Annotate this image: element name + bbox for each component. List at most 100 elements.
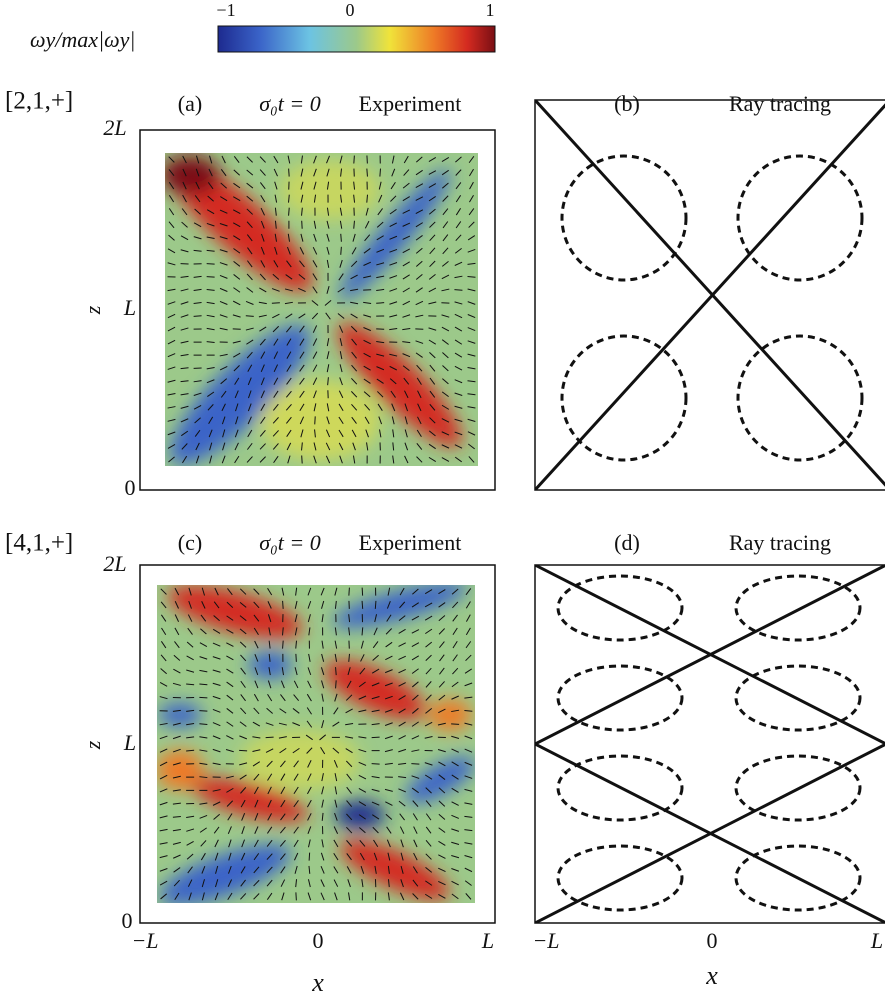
velocity-arrow — [285, 313, 293, 319]
velocity-arrow — [402, 261, 410, 267]
velocity-arrow — [364, 220, 370, 229]
velocity-arrow — [266, 760, 273, 768]
velocity-arrow — [180, 275, 189, 278]
velocity-arrow — [167, 444, 176, 449]
velocity-arrow — [274, 181, 278, 190]
velocity-arrow — [454, 456, 462, 463]
velocity-arrow — [378, 416, 383, 425]
velocity-arrow — [415, 260, 423, 267]
velocity-arrow — [240, 799, 246, 808]
velocity-arrow — [279, 747, 287, 754]
velocity-arrow — [266, 853, 273, 860]
velocity-arrow — [180, 301, 189, 305]
velocity-arrow — [320, 892, 325, 901]
velocity-arrow — [428, 196, 436, 202]
velocity-arrow — [254, 640, 259, 649]
velocity-arrow — [294, 627, 298, 636]
velocity-arrow — [455, 156, 462, 163]
velocity-arrow — [441, 391, 449, 398]
velocity-arrow — [428, 183, 437, 189]
velocity-arrow — [358, 736, 367, 739]
velocity-arrow — [293, 839, 299, 848]
velocity-arrow — [180, 249, 189, 253]
velocity-arrow — [160, 654, 167, 662]
velocity-arrow — [467, 380, 476, 383]
velocity-arrow — [260, 403, 266, 412]
velocity-arrow — [286, 338, 292, 346]
velocity-arrow — [376, 248, 385, 253]
velocity-arrow — [226, 615, 234, 621]
velocity-arrow — [312, 273, 318, 281]
velocity-arrow — [173, 854, 181, 859]
velocity-arrow — [424, 893, 433, 899]
velocity-arrow — [299, 390, 305, 398]
velocity-arrow — [167, 406, 176, 409]
velocity-arrow — [326, 246, 330, 255]
velocity-arrow — [429, 352, 436, 359]
velocity-arrow — [465, 614, 471, 622]
velocity-arrow — [306, 693, 312, 702]
velocity-arrow — [467, 248, 476, 253]
velocity-arrow — [467, 340, 476, 344]
velocity-arrow — [358, 774, 367, 780]
velocity-arrow — [299, 416, 305, 425]
velocity-arrow — [193, 404, 202, 410]
velocity-arrow — [441, 288, 450, 292]
velocity-arrow — [199, 827, 207, 833]
velocity-arrow — [226, 735, 234, 740]
velocity-arrow — [425, 880, 433, 886]
velocity-arrow — [415, 314, 424, 318]
velocity-arrow — [313, 390, 317, 399]
velocity-arrow — [268, 640, 271, 649]
velocity-arrow — [181, 443, 188, 450]
velocity-arrow — [182, 155, 187, 164]
velocity-arrow — [425, 628, 433, 635]
velocity-arrow — [246, 351, 253, 359]
velocity-arrow — [258, 314, 267, 318]
velocity-arrow — [286, 246, 291, 255]
velocity-arrow — [207, 195, 214, 202]
velocity-arrow — [173, 654, 181, 661]
velocity-arrow — [428, 157, 437, 162]
velocity-arrow — [308, 653, 311, 662]
velocity-arrow — [452, 627, 458, 635]
velocity-arrow — [385, 655, 393, 661]
x-axis-label: x — [705, 961, 718, 990]
velocity-arrow — [266, 892, 273, 900]
velocity-arrow — [398, 695, 406, 701]
velocity-arrow — [384, 669, 393, 674]
velocity-arrow — [425, 667, 432, 675]
velocity-arrow — [326, 233, 330, 242]
velocity-arrow — [199, 710, 208, 712]
velocity-arrow — [246, 456, 253, 463]
velocity-arrow — [402, 300, 411, 306]
velocity-arrow — [377, 403, 383, 411]
velocity-arrow — [219, 236, 228, 240]
velocity-arrow — [272, 417, 279, 424]
velocity-arrow — [468, 456, 475, 463]
velocity-arrow — [412, 800, 419, 807]
velocity-arrow — [186, 683, 195, 686]
velocity-arrow — [226, 681, 234, 688]
velocity-arrow — [259, 156, 266, 163]
velocity-arrow — [391, 155, 395, 164]
velocity-arrow — [402, 341, 411, 344]
colorbar-tick: 0 — [346, 0, 355, 20]
velocity-arrow — [353, 181, 356, 190]
velocity-arrow — [451, 855, 460, 859]
velocity-arrow — [180, 327, 189, 331]
velocity-arrow — [232, 340, 241, 344]
velocity-arrow — [273, 338, 279, 346]
velocity-arrow — [416, 456, 423, 463]
velocity-arrow — [193, 315, 202, 317]
velocity-arrow — [412, 879, 419, 887]
velocity-arrow — [168, 234, 175, 241]
velocity-arrow — [455, 234, 462, 242]
velocity-arrow — [425, 694, 432, 701]
velocity-arrow — [452, 601, 459, 609]
velocity-arrow — [441, 314, 450, 318]
velocity-arrow — [253, 853, 260, 861]
velocity-arrow — [412, 893, 419, 900]
velocity-arrow — [320, 667, 325, 676]
velocity-arrow — [292, 722, 301, 727]
